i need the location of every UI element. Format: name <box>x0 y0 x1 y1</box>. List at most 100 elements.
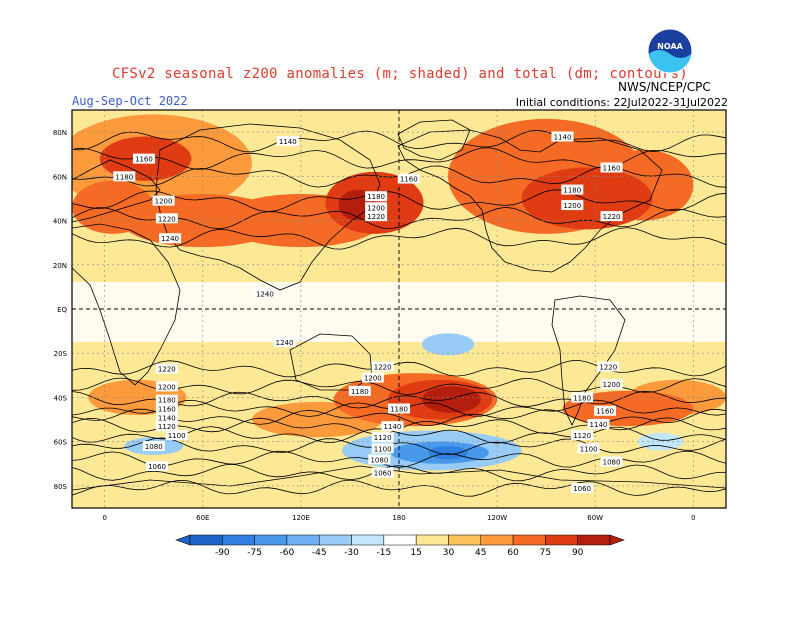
contour-label-text: 1180 <box>573 394 591 402</box>
contour-line <box>72 165 726 188</box>
contour-label: 1160 <box>594 405 617 416</box>
contour-label: 1200 <box>600 379 623 390</box>
contour-label-text: 1140 <box>590 421 608 429</box>
height-contours <box>72 129 726 497</box>
latitude-label: 20N <box>53 262 67 270</box>
anomaly-blob-positive <box>121 194 285 248</box>
contour-label: 1100 <box>165 430 188 441</box>
coastline-south-america <box>551 295 626 426</box>
contour-label: 1200 <box>152 195 175 206</box>
contour-label: 1140 <box>276 135 299 146</box>
contour-line <box>72 408 726 426</box>
contour-label: 1140 <box>155 412 178 423</box>
contour-line <box>72 206 726 230</box>
latitude-label: 60S <box>54 439 68 447</box>
contour-label: 1140 <box>587 418 610 429</box>
anomaly-blob-positive <box>627 379 726 416</box>
contour-label-text: 1220 <box>158 215 176 223</box>
anomaly-blob-positive <box>88 379 187 416</box>
contour-label: 1220 <box>597 361 620 372</box>
contour-label: 1240 <box>253 288 276 299</box>
forecast-period: Aug-Sep-Oct 2022 <box>72 94 188 108</box>
contour-label-text: 1060 <box>374 470 392 478</box>
colorbar-label: 45 <box>475 548 486 558</box>
colorbar-label: 30 <box>443 548 455 558</box>
contour-label-text: 1060 <box>573 485 591 493</box>
latitude-label: 60N <box>53 173 67 181</box>
colorbar-label: 90 <box>572 548 584 558</box>
contour-label-text: 1140 <box>279 138 297 146</box>
tropics-white-band <box>72 282 726 342</box>
anomaly-blob-positive <box>562 390 694 427</box>
contour-label-text: 1200 <box>364 375 382 383</box>
contour-label: 1220 <box>600 211 623 222</box>
anomaly-blob-positive <box>387 379 493 420</box>
contour-label-text: 1160 <box>596 408 614 416</box>
longitude-label: 0 <box>691 514 695 522</box>
contour-label-text: 1220 <box>603 213 621 221</box>
contour-line <box>72 479 726 497</box>
contour-line <box>72 227 726 250</box>
initial-conditions: Initial conditions: 22Jul2022-31Jul2022 <box>515 96 728 109</box>
colorbar-arrow-low <box>175 534 191 546</box>
contour-label: 1140 <box>381 421 404 432</box>
contour-label-text: 1140 <box>384 423 402 431</box>
map-grid <box>72 110 726 508</box>
contour-line <box>72 437 726 455</box>
contour-label: 1200 <box>155 381 178 392</box>
contour-label: 1220 <box>365 211 388 222</box>
contour-label-text: 1120 <box>158 423 176 431</box>
longitude-label: 60W <box>587 514 603 522</box>
map-background <box>72 110 726 508</box>
contour-label-text: 1080 <box>370 456 388 464</box>
contour-label-text: 1200 <box>367 204 385 212</box>
latitude-label: 80N <box>53 129 67 137</box>
colorbar: -90 -75 -60 -45 -30 -15 15 30 45 60 75 90 <box>175 534 625 558</box>
contour-label: 1240 <box>159 233 182 244</box>
contour-label: 1120 <box>155 421 178 432</box>
colorbar-label: 60 <box>507 548 519 558</box>
contour-line <box>72 417 726 435</box>
contour-label-text: 1120 <box>374 434 392 442</box>
contour-label-text: 1180 <box>351 388 369 396</box>
contour-label-text: 1060 <box>148 463 166 471</box>
anomaly-shading <box>72 114 726 471</box>
contour-label-text: 1220 <box>599 363 617 371</box>
latitude-label: 80S <box>54 483 68 491</box>
contour-label: 1060 <box>146 460 169 471</box>
colorbar-arrow-high <box>609 534 625 546</box>
colorbar-label: 15 <box>410 548 421 558</box>
contour-line <box>72 399 726 417</box>
contour-label: 1180 <box>348 385 371 396</box>
contour-label: 1220 <box>155 213 178 224</box>
colorbar-segment <box>222 534 255 546</box>
contour-label: 1180 <box>561 184 584 195</box>
contour-label-text: 1100 <box>580 445 598 453</box>
contour-label-text: 1200 <box>158 383 176 391</box>
contour-label: 1080 <box>368 454 391 465</box>
longitude-label: 0 <box>102 514 106 522</box>
contour-label: 1180 <box>388 403 410 414</box>
anomaly-blob-positive <box>251 401 383 438</box>
colorbar-label: -75 <box>247 548 262 558</box>
anomaly-blob-positive <box>448 118 645 234</box>
coastline-asia <box>155 123 381 291</box>
contour-label: 1200 <box>561 200 584 211</box>
contour-label: 1180 <box>113 171 136 182</box>
contour-label: 1180 <box>571 392 594 403</box>
anomaly-blob-positive <box>325 171 424 234</box>
anomaly-blob-negative <box>637 432 684 451</box>
contour-line <box>72 377 726 396</box>
contour-label: 1120 <box>371 432 394 443</box>
anomaly-blob-positive <box>99 136 192 181</box>
colorbar-segment <box>577 534 611 546</box>
coastline-greenland <box>397 119 471 161</box>
contour-label: 1140 <box>551 131 574 142</box>
anomaly-blob-positive <box>333 373 498 427</box>
coastline-antarctica <box>72 465 726 491</box>
anomaly-blob-positive <box>338 189 378 221</box>
contour-label-text: 1140 <box>554 134 572 142</box>
contour-label: 1100 <box>371 443 394 454</box>
contour-label-text: 1220 <box>158 366 176 374</box>
contour-label-text: 1120 <box>573 432 591 440</box>
